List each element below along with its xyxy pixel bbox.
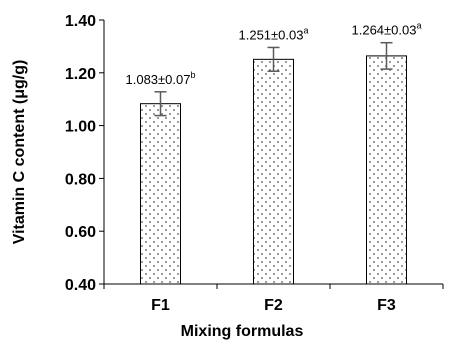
bar-f1 — [140, 103, 181, 285]
y-tick-label: 0.60 — [65, 224, 96, 241]
data-label-f2: 1.251±0.03a — [239, 25, 309, 42]
x-tick-label-f3: F3 — [377, 297, 396, 314]
y-tick-label: 0.40 — [65, 277, 96, 294]
x-tick-label-f2: F2 — [264, 297, 283, 314]
labels: 1.083±0.07b F1 1.251±0.03a F2 1.264±0.03a F3 — [126, 21, 422, 314]
data-label-f3: 1.264±0.03a — [352, 21, 422, 38]
x-axis-title: Mixing formulas — [181, 323, 304, 340]
x-tick-label-f1: F1 — [151, 297, 170, 314]
error-bar-f2 — [267, 46, 280, 72]
data-label-f1: 1.083±0.07b — [126, 70, 196, 87]
y-tick-label: 1.00 — [65, 119, 96, 136]
y-axis-title: Vitamin C content (μg/g) — [11, 60, 28, 245]
bar-f2 — [253, 58, 294, 285]
bar-f3 — [366, 55, 407, 285]
bars — [140, 41, 407, 285]
y-tick-label: 0.80 — [65, 171, 96, 188]
error-bar-f1 — [154, 91, 167, 117]
y-tick-label: 1.20 — [65, 66, 96, 83]
y-tick-label: 1.40 — [65, 13, 96, 30]
error-bar-f3 — [380, 41, 393, 70]
